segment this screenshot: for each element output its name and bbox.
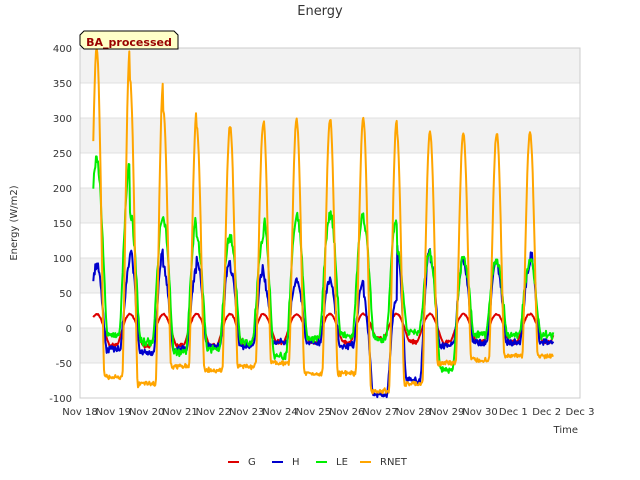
x-axis-label: Time [553, 425, 578, 436]
chart-title: Energy [297, 4, 343, 19]
x-tick-label: Nov 27 [362, 407, 397, 418]
x-tick-label: Nov 24 [262, 407, 297, 418]
x-tick-label: Dec 2 [532, 407, 561, 418]
legend-item-le: LE [316, 457, 348, 468]
y-tick-label: -100 [49, 394, 72, 405]
y-tick-label: 250 [53, 149, 72, 160]
x-tick-label: Nov 19 [96, 407, 131, 418]
y-tick-label: 200 [53, 184, 72, 195]
y-tick-label: 0 [66, 324, 72, 335]
x-tick-label: Nov 22 [196, 407, 231, 418]
grid-band [80, 48, 580, 83]
grid-bands [80, 48, 580, 363]
x-tick-label: Dec 3 [566, 407, 595, 418]
y-tick-labels: -100 -50 0 50 100 150 200 250 300 350 400 [49, 44, 72, 405]
x-tick-label: Nov 25 [296, 407, 331, 418]
series-le [92, 155, 555, 374]
y-axis-label: Energy (W/m2) [9, 185, 20, 260]
badge-box [79, 30, 179, 50]
legend: G H LE RNET [228, 457, 408, 468]
series-group [92, 47, 555, 399]
legend-label: RNET [380, 457, 408, 468]
legend-item-g: G [228, 457, 256, 468]
legend-item-rnet: RNET [360, 457, 408, 468]
x-tick-label: Nov 18 [62, 407, 97, 418]
y-tick-label: 150 [53, 219, 72, 230]
grid-band [80, 328, 580, 363]
x-tick-label: Dec 1 [499, 407, 528, 418]
badge: BA_processed [79, 30, 179, 50]
legend-label: LE [336, 457, 348, 468]
plot-frame [79, 47, 581, 399]
legend-label: H [292, 457, 300, 468]
x-tick-label: Nov 30 [462, 407, 497, 418]
badge-label: BA_processed [86, 36, 172, 49]
grid-band [80, 258, 580, 293]
x-tick-label: Nov 23 [229, 407, 264, 418]
x-tick-label: Nov 28 [396, 407, 431, 418]
series-rnet [92, 47, 554, 395]
y-tick-label: 50 [59, 289, 72, 300]
series-line-rnet [92, 47, 554, 395]
y-tick-label: 350 [53, 79, 72, 90]
x-tick-label: Nov 21 [162, 407, 197, 418]
legend-label: G [248, 457, 256, 468]
y-tick-label: 300 [53, 114, 72, 125]
y-tick-label: -50 [56, 359, 72, 370]
legend-item-h: H [272, 457, 300, 468]
x-tick-label: Nov 20 [129, 407, 164, 418]
x-tick-label: Nov 26 [329, 407, 364, 418]
series-line-le [92, 155, 555, 374]
y-tick-label: 100 [53, 254, 72, 265]
y-tick-label: 400 [53, 44, 72, 55]
x-tick-label: Nov 29 [429, 407, 464, 418]
